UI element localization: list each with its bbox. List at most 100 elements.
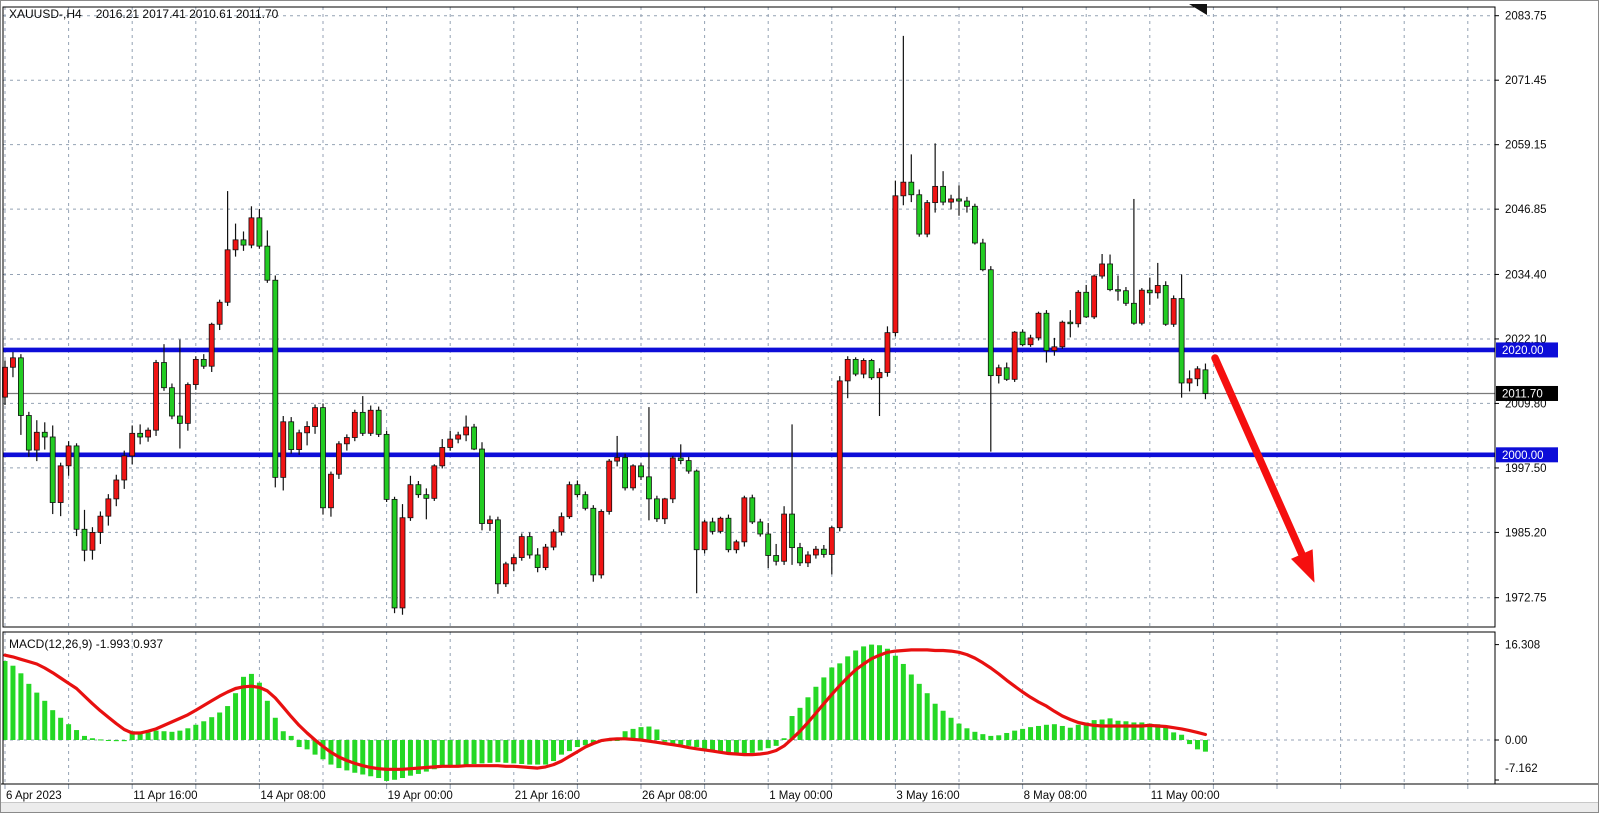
macd-bar [209,717,215,740]
macd-bar [900,663,906,740]
macd-bar [972,731,978,740]
macd-bar [225,706,231,740]
bull-candle-body [844,358,851,382]
bull-candle-body [351,411,358,438]
macd-bar [18,673,24,740]
bull-candle-body [447,438,454,448]
bear-candle-body [391,498,398,609]
bear-candle-body [1178,298,1185,384]
macd-bar [551,740,557,762]
bull-candle-body [232,239,239,251]
macd-bar [34,692,40,740]
macd-bar [884,648,890,740]
bear-candle-body [964,200,970,207]
macd-bar [415,740,421,774]
macd-bar [145,732,151,740]
macd-bar [1004,732,1010,740]
bear-candle-body [622,457,628,489]
bear-candle-body [17,357,24,416]
macd-bar [980,734,986,740]
bull-candle-body [1091,275,1098,318]
bear-candle-body [423,494,430,499]
macd-bar [431,740,437,770]
macd-bar [50,710,56,740]
bull-candle-body [367,409,374,434]
macd-bar [1012,730,1018,740]
bull-candle-body [399,517,406,609]
sell-signal-arrow[interactable] [1211,354,1315,583]
macd-bar [66,724,72,740]
macd-bar [296,740,302,748]
bull-candle-body [304,426,311,434]
macd-bar [519,740,525,764]
bull-candle-body [487,519,493,524]
time-axis: 6 Apr 2023 11 Apr 16:00 14 Apr 08:00 19 Apr… [6,790,1220,802]
bear-candle-body [582,494,589,509]
bull-candle-body [1075,291,1082,325]
macd-bar [622,731,628,740]
macd-bar [280,731,286,740]
macd-bar [1099,719,1105,740]
macd-bar [1075,724,1081,740]
bear-candle-body [383,433,390,500]
candlesticks[interactable] [2,35,1209,615]
macd-bar [638,727,644,740]
price-tick-label: 2034.40 [1505,269,1547,281]
macd-bar [566,740,572,752]
time-axis-label: 3 May 16:00 [896,790,959,802]
macd-bar [614,740,620,741]
macd-bar [272,717,278,740]
macd-bar [892,655,898,740]
macd-bar [1115,720,1121,740]
bear-candle-body [256,217,263,247]
bear-candle-body [1131,302,1137,324]
time-axis-label: 8 May 08:00 [1024,790,1087,802]
macd-bar [1083,722,1089,740]
macd-bar [447,740,453,767]
macd-bar [877,645,882,740]
main-panel-border [2,6,1496,628]
macd-bar [241,676,246,740]
bear-candle-body [41,431,48,438]
macd-bar [177,730,183,740]
macd-bar [400,740,405,779]
macd-bar [686,740,692,746]
bear-candle-body [137,432,144,438]
macd-bar [392,740,398,780]
bear-candle-body [1083,291,1090,318]
bear-candle-body [709,521,716,532]
macd-histogram [2,644,1208,781]
bull-candle-body [828,527,835,555]
bull-candle-body [296,432,303,450]
macd-current-values: -1.993 0.937 [95,637,164,651]
macd-bar [630,728,636,740]
macd-bar [590,740,596,743]
arrow-shaft [1211,354,1308,563]
bull-candle-body [630,465,636,489]
current-price-badge-text: 2011.70 [1502,388,1543,400]
macd-bar [82,735,87,740]
macd-bar [1059,725,1065,740]
macd-bar [694,740,700,748]
macd-bar [233,693,239,740]
bull-candle-body [439,447,446,467]
chart-shift-marker[interactable] [1189,4,1207,15]
macd-bar [264,700,270,740]
bear-candle-body [1202,369,1209,394]
time-axis-label: 14 Apr 08:00 [260,790,325,802]
macd-bar [670,740,676,744]
macd-bar [582,740,588,746]
bear-candle-body [240,239,247,246]
macd-bar [543,740,549,765]
chart-ohlc-values: 2016.21 2017.41 2010.61 2011.70 [95,7,279,21]
macd-bar [487,740,493,763]
bull-candle-body [192,358,199,385]
price-level-badge[interactable] [1496,447,1558,463]
bull-candle-body [876,372,883,379]
bull-candle-body [407,484,414,519]
bear-candle-body [987,269,994,377]
bear-candle-body [534,554,541,568]
price-level-badge[interactable] [1496,342,1558,358]
macd-bar [304,740,310,750]
